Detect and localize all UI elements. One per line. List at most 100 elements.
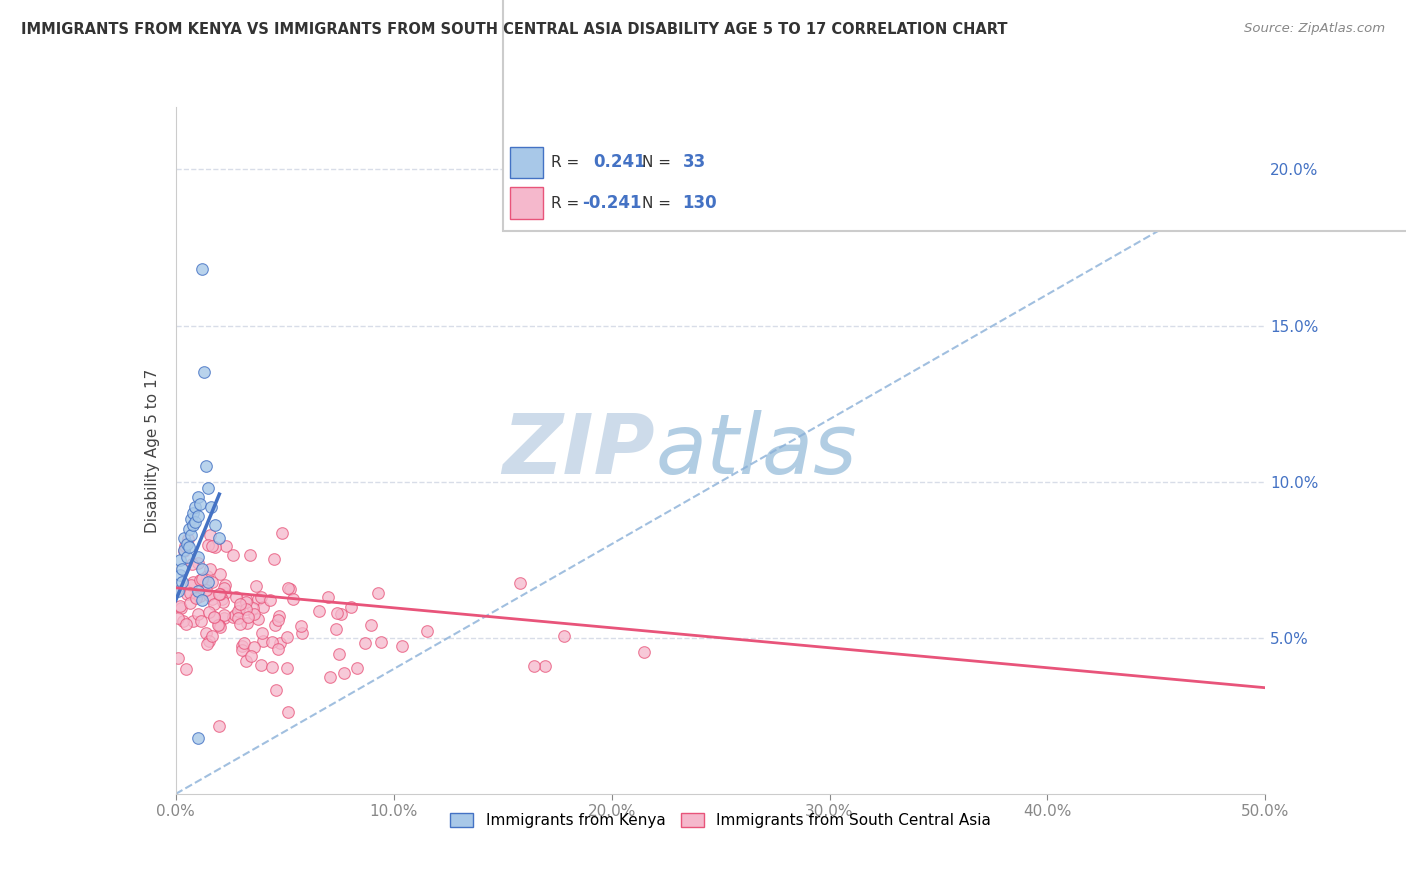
Point — [167, 650, 190, 665]
Point — [233, 635, 256, 649]
Point — [212, 607, 235, 622]
Point — [240, 649, 263, 664]
Point — [184, 515, 207, 529]
Text: IMMIGRANTS FROM KENYA VS IMMIGRANTS FROM SOUTH CENTRAL ASIA DISABILITY AGE 5 TO : IMMIGRANTS FROM KENYA VS IMMIGRANTS FROM… — [21, 22, 1008, 37]
Point — [332, 666, 354, 681]
Point — [250, 657, 273, 672]
Point — [228, 600, 250, 615]
Y-axis label: Disability Age 5 to 17: Disability Age 5 to 17 — [145, 368, 160, 533]
Point — [243, 640, 266, 655]
Point — [509, 576, 531, 591]
Point — [204, 540, 226, 554]
Point — [197, 481, 219, 495]
Point — [235, 615, 257, 630]
Point — [181, 506, 204, 520]
Point — [201, 629, 224, 643]
Point — [201, 591, 224, 606]
Point — [247, 612, 270, 626]
Point — [186, 490, 209, 504]
Point — [340, 599, 363, 614]
Point — [170, 601, 193, 615]
Point — [198, 528, 221, 542]
Point — [186, 549, 209, 564]
Point — [208, 718, 231, 732]
Point — [204, 518, 226, 533]
Point — [277, 705, 299, 719]
Point — [212, 582, 235, 596]
Point — [191, 593, 214, 607]
Point — [243, 607, 266, 621]
Point — [214, 578, 236, 592]
Point — [370, 634, 392, 648]
Point — [188, 573, 211, 587]
Point — [179, 596, 201, 610]
Point — [198, 605, 221, 619]
Point — [271, 526, 294, 541]
Point — [201, 540, 224, 554]
Point — [208, 620, 231, 634]
Point — [235, 654, 257, 668]
Point — [633, 645, 655, 659]
Point — [177, 532, 200, 546]
Point — [245, 579, 267, 593]
Point — [169, 599, 191, 613]
Point — [180, 512, 202, 526]
Point — [239, 548, 262, 562]
Point — [184, 591, 207, 606]
Point — [194, 583, 217, 598]
Point — [186, 508, 209, 523]
Point — [202, 609, 225, 624]
Point — [262, 634, 284, 648]
Point — [523, 659, 546, 673]
Point — [190, 573, 212, 587]
Legend: Immigrants from Kenya, Immigrants from South Central Asia: Immigrants from Kenya, Immigrants from S… — [444, 807, 997, 834]
Point — [198, 562, 221, 576]
Point — [264, 617, 287, 632]
Point — [195, 637, 218, 651]
Text: Source: ZipAtlas.com: Source: ZipAtlas.com — [1244, 22, 1385, 36]
Point — [318, 590, 340, 604]
Point — [250, 625, 273, 640]
Point — [186, 731, 209, 745]
Point — [266, 683, 288, 698]
Point — [281, 591, 304, 606]
Point — [267, 613, 290, 627]
Point — [290, 626, 312, 640]
Point — [229, 597, 252, 611]
Point — [180, 578, 202, 592]
Point — [222, 610, 245, 624]
Point — [346, 661, 368, 675]
Point — [186, 583, 209, 598]
Point — [228, 611, 250, 625]
Point — [176, 662, 198, 676]
Point — [181, 557, 204, 571]
Point — [416, 624, 439, 638]
Point — [174, 616, 197, 631]
Point — [167, 583, 190, 598]
Point — [197, 569, 219, 583]
Point — [214, 586, 236, 600]
Point — [211, 591, 233, 606]
Point — [267, 642, 290, 657]
Point — [198, 634, 221, 648]
Point — [211, 595, 233, 609]
Point — [176, 537, 198, 551]
Point — [269, 635, 291, 649]
Point — [172, 562, 194, 576]
Point — [269, 609, 291, 624]
Point — [252, 633, 274, 648]
Point — [208, 587, 231, 601]
Point — [197, 574, 219, 589]
Text: ZIP: ZIP — [502, 410, 655, 491]
Point — [247, 592, 270, 607]
Point — [260, 659, 283, 673]
Point — [276, 660, 298, 674]
Point — [231, 639, 253, 653]
Point — [167, 611, 190, 625]
Point — [187, 556, 209, 570]
Point — [194, 576, 217, 591]
Point — [200, 500, 222, 514]
Point — [328, 647, 350, 661]
Point — [177, 540, 200, 554]
Point — [329, 607, 352, 621]
